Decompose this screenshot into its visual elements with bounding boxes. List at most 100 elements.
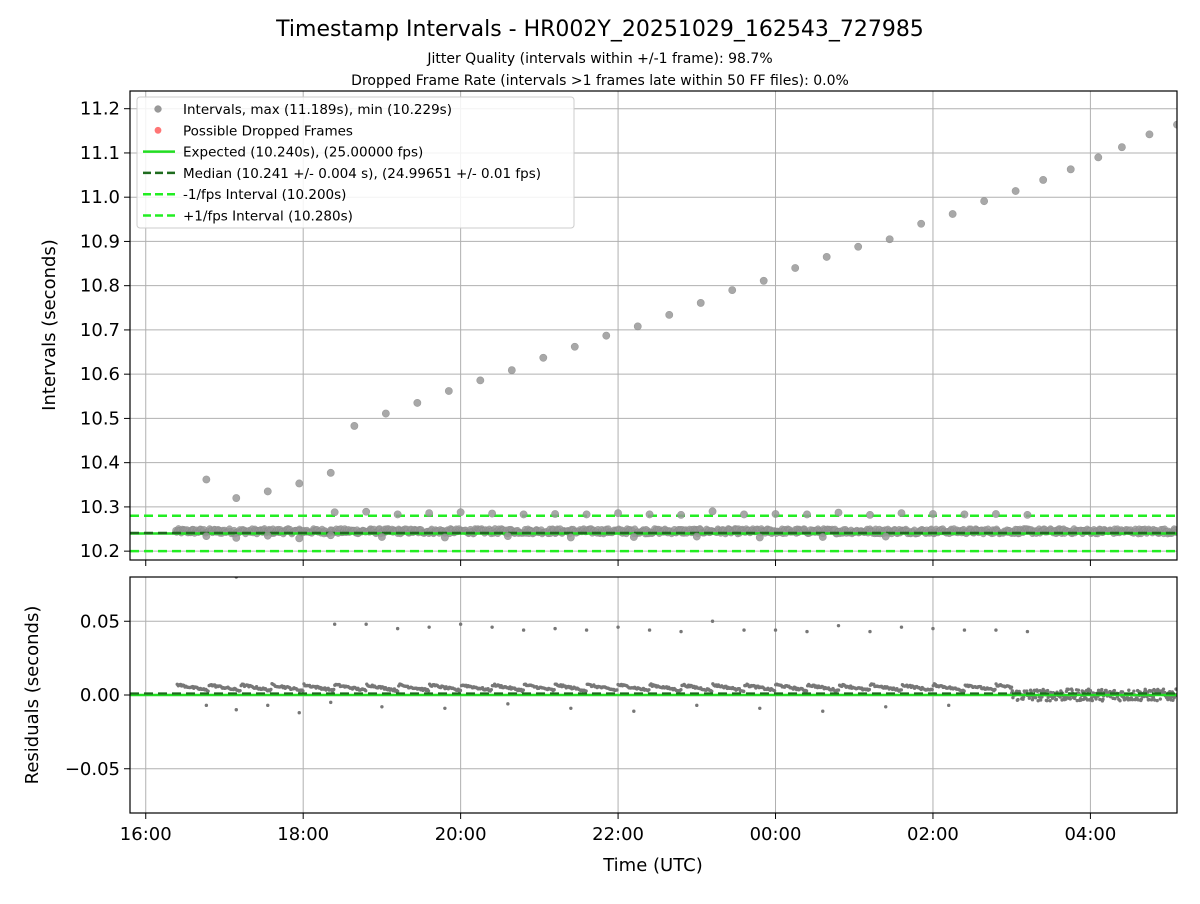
residual-outlier-point: [805, 629, 809, 634]
legend-entry-label: Expected (10.240s), (25.00000 fps): [183, 145, 423, 161]
residual-outlier-point: [884, 705, 888, 709]
time-x-tick-label: 22:00: [592, 824, 644, 845]
residual-point: [1151, 695, 1156, 699]
residual-outlier-point: [234, 708, 238, 712]
interval-outlier-point: [803, 510, 811, 519]
residual-point: [1118, 699, 1122, 703]
residual-point: [1049, 690, 1053, 695]
interval-outlier-point: [818, 533, 827, 541]
intervals-outlier-points: [202, 120, 1177, 543]
interval-outlier-point: [1039, 176, 1048, 184]
chart-subtitle-dropped: Dropped Frame Rate (intervals >1 frames …: [351, 73, 849, 89]
residual-point: [1132, 689, 1136, 693]
intervals-axes-frame: [129, 90, 1178, 561]
interval-outlier-point: [488, 509, 497, 518]
intervals-y-tick-label: 10.2: [80, 541, 120, 562]
residual-outlier-point: [506, 702, 510, 706]
residual-point: [489, 687, 494, 692]
intervals-y-tick-label: 10.8: [80, 276, 120, 297]
interval-outlier-point: [614, 509, 622, 517]
residual-point: [1100, 687, 1104, 692]
interval-outlier-point: [692, 532, 701, 541]
residual-point: [1147, 697, 1151, 702]
residual-point: [1120, 690, 1125, 694]
intervals-y-tick-label: 10.6: [80, 364, 120, 385]
residual-point: [332, 687, 336, 692]
residual-point: [1112, 688, 1117, 693]
interval-outlier-point: [1023, 510, 1032, 519]
interval-outlier-point: [771, 510, 780, 518]
intervals-y-tick-label: 10.5: [80, 408, 120, 429]
interval-outlier-point: [378, 533, 386, 541]
residual-point: [363, 689, 368, 693]
interval-outlier-point: [960, 510, 969, 519]
time-x-tick-label: 02:00: [907, 824, 959, 845]
residual-outlier-point: [332, 622, 337, 626]
interval-outlier-point: [381, 409, 390, 418]
residual-point: [710, 689, 714, 693]
interval-outlier-point: [602, 331, 611, 340]
residual-point: [1010, 689, 1015, 693]
chart-subtitle-jitter: Jitter Quality (intervals within +/-1 fr…: [426, 51, 772, 67]
residual-point: [1088, 689, 1093, 693]
interval-outlier-point: [202, 475, 211, 484]
residual-point: [584, 689, 588, 693]
legend-entry-label: Possible Dropped Frames: [183, 123, 353, 139]
time-x-tick-label: 18:00: [277, 824, 329, 845]
interval-outlier-point: [834, 508, 843, 517]
residual-point: [426, 689, 431, 693]
residual-outlier-point: [899, 625, 904, 629]
residual-point: [552, 688, 556, 692]
residual-point: [1174, 687, 1177, 691]
interval-outlier-point: [413, 399, 422, 407]
residual-outlier-point: [616, 625, 620, 629]
interval-outlier-point: [519, 510, 528, 519]
residual-outlier-point: [364, 622, 368, 626]
legend-dropped-marker: [154, 126, 162, 134]
residuals-y-tick-label: −0.05: [65, 759, 120, 780]
residual-point: [1054, 697, 1059, 702]
residuals-y-axis-label: Residuals (seconds): [22, 606, 43, 785]
residual-outlier-point: [584, 628, 589, 632]
residual-outlier-point: [931, 626, 935, 631]
interval-outlier-point: [582, 510, 591, 519]
residual-outlier-point: [266, 703, 270, 708]
interval-outlier-point: [665, 310, 674, 319]
interval-outlier-point: [677, 510, 685, 519]
interval-outlier-point: [948, 210, 957, 218]
residual-point: [1158, 697, 1163, 701]
residual-point: [1090, 698, 1094, 703]
residual-outlier-point: [758, 706, 762, 710]
interval-outlier-point: [791, 264, 800, 272]
residual-outlier-point: [204, 703, 209, 708]
residuals-y-tick-label: 0.00: [80, 685, 120, 706]
residual-point: [1127, 688, 1131, 692]
residual-point: [1048, 698, 1052, 703]
residual-point: [804, 689, 809, 693]
residual-outlier-point: [443, 706, 447, 710]
residual-point: [867, 687, 872, 692]
residual-point: [395, 689, 400, 693]
residual-outlier-point: [962, 628, 967, 632]
residuals-panel: −0.05 0.00 0.05 16:00 18:00 20:00 22:00 00:00 02…: [22, 576, 1178, 876]
residuals-y-tick-label: 0.05: [80, 611, 120, 632]
residual-point: [1033, 696, 1038, 700]
interval-outlier-point: [1145, 130, 1154, 139]
residual-point: [742, 689, 746, 694]
intervals-y-axis-label: Intervals (seconds): [39, 239, 60, 411]
residual-point: [993, 687, 997, 692]
interval-outlier-point: [740, 510, 748, 519]
interval-outlier-point: [425, 509, 434, 517]
legend-entry-label: +1/fps Interval (10.280s): [183, 209, 353, 225]
residual-point: [238, 688, 242, 693]
legend-entry-label: Intervals, max (11.189s), min (10.229s): [183, 102, 452, 118]
time-x-axis-label: Time (UTC): [602, 855, 703, 876]
residual-outlier-point: [647, 628, 652, 632]
intervals-panel: 10.2 10.3 10.4 10.5 10.6 10.7 10.8 10.9 11.0 11.1…: [39, 90, 1178, 566]
interval-outlier-point: [1066, 165, 1075, 174]
residual-point: [772, 689, 777, 693]
residual-point: [1161, 687, 1166, 691]
interval-outlier-point: [539, 353, 548, 362]
residual-point: [1101, 697, 1105, 702]
interval-outlier-point: [551, 510, 559, 518]
